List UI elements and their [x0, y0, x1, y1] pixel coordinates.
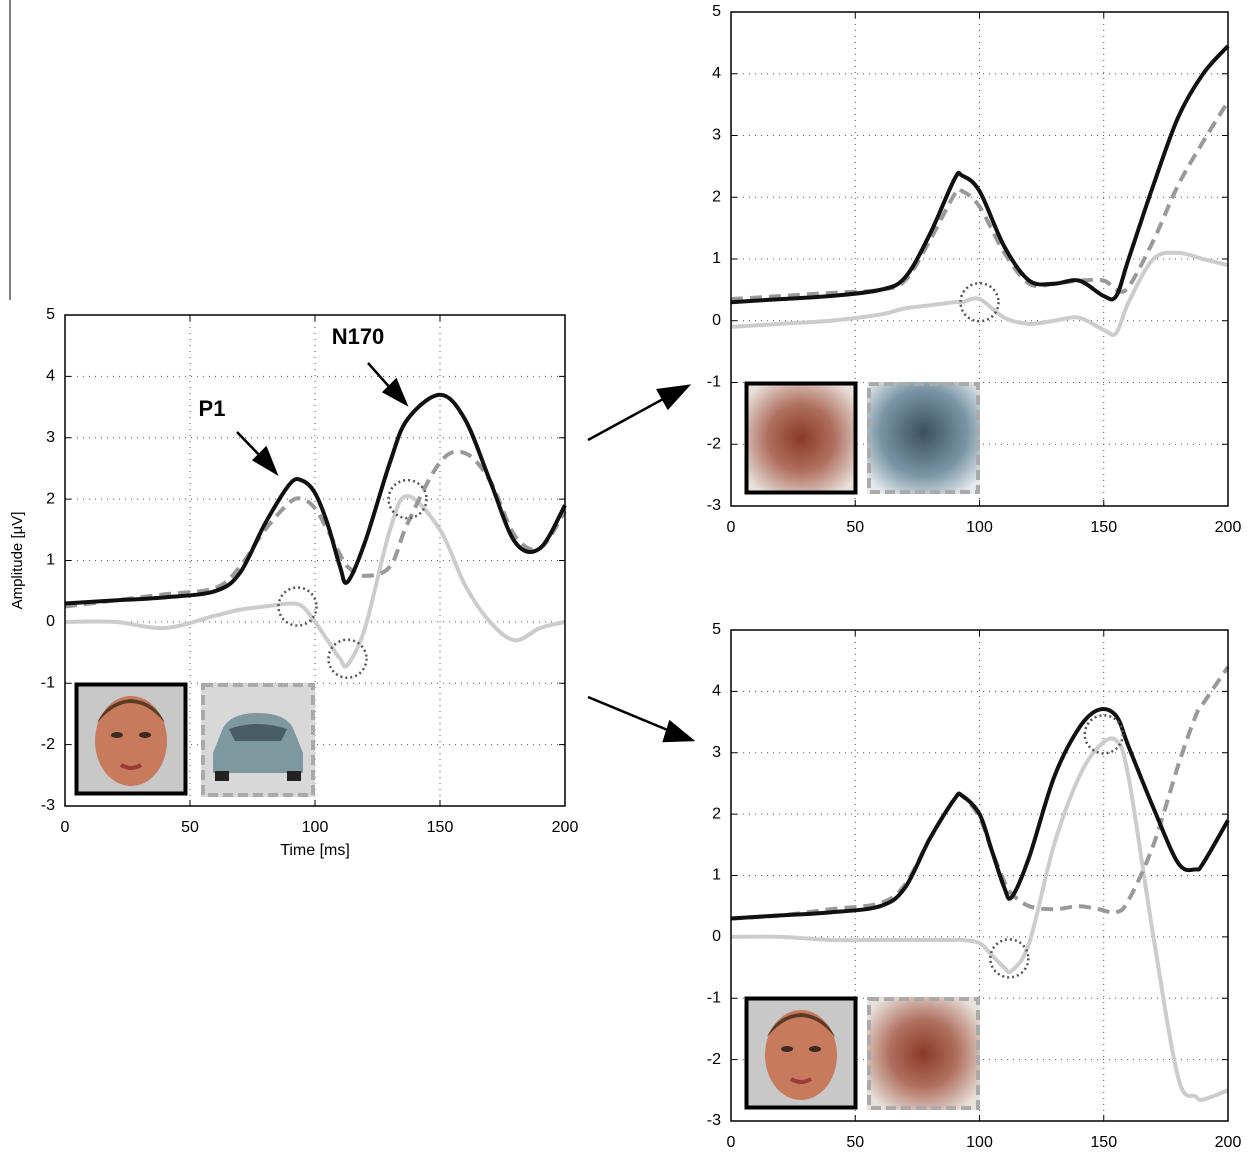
highlight-circle	[959, 281, 1000, 323]
annotation: P1	[199, 396, 226, 421]
plot-frame	[64, 314, 566, 807]
texture-thumbnail	[744, 381, 858, 495]
y-tick-label: 4	[712, 65, 721, 82]
y-tick-label: 2	[712, 188, 721, 205]
x-tick-label: 0	[727, 519, 736, 536]
y-tick-label: -1	[707, 374, 721, 391]
series-line	[64, 494, 566, 669]
y-tick-label: 1	[46, 552, 55, 569]
y-tick-label: 0	[712, 312, 721, 329]
series-line	[730, 250, 1229, 337]
x-axis-label: Time [ms]	[280, 842, 350, 859]
plot-frame	[730, 629, 1229, 1122]
x-tick-label: 100	[966, 519, 993, 536]
series-line	[730, 736, 1229, 1102]
series-line	[730, 707, 1230, 921]
highlight-circle	[1083, 714, 1124, 755]
face-thumbnail	[743, 995, 859, 1111]
x-tick-label: 200	[552, 819, 579, 836]
highlight-circle	[277, 586, 318, 627]
y-tick-label: 5	[712, 3, 721, 20]
y-tick-label: 3	[46, 429, 55, 446]
x-tick-label: 100	[302, 819, 329, 836]
annotation-arrow	[236, 362, 409, 476]
x-tick-label: 200	[1215, 519, 1242, 536]
highlight-circle	[327, 638, 368, 679]
y-tick-label: 0	[46, 613, 55, 630]
texture-thumbnail	[867, 382, 980, 494]
x-tick-label: 100	[966, 1134, 993, 1151]
y-tick-label: 5	[712, 621, 721, 638]
y-tick-label: 2	[712, 805, 721, 822]
y-tick-label: -3	[707, 1112, 721, 1129]
y-tick-label: -1	[707, 989, 721, 1006]
panel-arrow	[587, 384, 696, 743]
x-tick-label: 150	[1090, 1134, 1117, 1151]
y-tick-label: 4	[712, 683, 721, 700]
y-tick-label: 1	[712, 867, 721, 884]
y-tick-label: 2	[46, 490, 55, 507]
y-tick-label: 1	[712, 250, 721, 267]
y-tick-label: 3	[712, 744, 721, 761]
x-tick-label: 150	[427, 819, 454, 836]
x-tick-label: 50	[181, 819, 199, 836]
x-tick-label: 50	[846, 1134, 864, 1151]
y-tick-label: -2	[707, 1051, 721, 1068]
y-tick-label: -2	[707, 435, 721, 452]
x-tick-label: 150	[1090, 519, 1117, 536]
y-tick-label: -2	[41, 736, 55, 753]
texture-thumbnail	[867, 997, 980, 1110]
x-tick-label: 0	[727, 1134, 736, 1151]
plot-frame	[730, 11, 1229, 507]
y-tick-label: 4	[46, 368, 55, 385]
y-tick-label: -1	[41, 674, 55, 691]
y-tick-label: -3	[41, 797, 55, 814]
y-tick-label: 5	[46, 306, 55, 323]
highlight-circle	[989, 938, 1030, 979]
series-line	[64, 392, 567, 606]
car-thumbnail	[201, 683, 315, 797]
face-thumbnail	[73, 681, 189, 797]
x-tick-label: 50	[846, 519, 864, 536]
y-tick-label: 0	[712, 928, 721, 945]
series-line	[64, 449, 567, 609]
y-axis-label: Amplitude [µV]	[9, 512, 26, 610]
x-tick-label: 0	[61, 819, 70, 836]
annotation: N170	[332, 324, 385, 349]
y-tick-label: -3	[707, 497, 721, 514]
y-tick-label: 3	[712, 127, 721, 144]
x-tick-label: 200	[1215, 1134, 1242, 1151]
series-line	[730, 44, 1230, 305]
highlight-circle	[387, 478, 428, 520]
